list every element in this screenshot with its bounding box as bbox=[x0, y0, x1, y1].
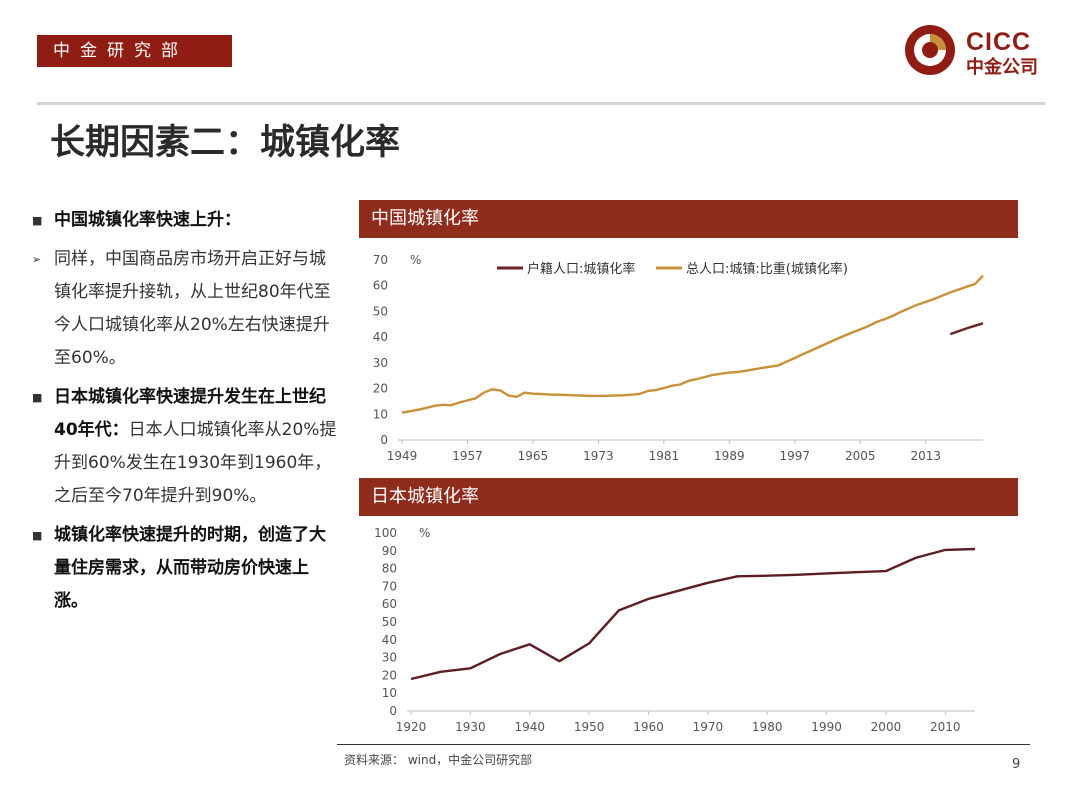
y-tick-label: 50 bbox=[382, 615, 397, 629]
x-tick-label: 1997 bbox=[780, 449, 811, 463]
x-tick-label: 1960 bbox=[633, 720, 664, 734]
japan-chart-header: 日本城镇化率 bbox=[359, 478, 1018, 516]
series-line bbox=[410, 547, 976, 681]
y-tick-label: 100 bbox=[374, 526, 397, 540]
logo-english: CICC bbox=[966, 28, 1032, 56]
cicc-logo: CICC 中金公司 bbox=[904, 24, 1050, 80]
bullet-item: ➢ 同样，中国商品房市场开启正好与城镇化率提升接轨，从上世纪80年代至今人口城镇… bbox=[32, 243, 337, 375]
x-tick-label: 1965 bbox=[518, 449, 549, 463]
logo-chinese: 中金公司 bbox=[966, 57, 1038, 78]
x-tick-label: 1981 bbox=[649, 449, 680, 463]
y-tick-label: 50 bbox=[373, 304, 388, 318]
footer-divider bbox=[337, 744, 1030, 745]
bullet-item: ■ 中国城镇化率快速上升： bbox=[32, 204, 337, 237]
bullet-item: ■ 城镇化率快速提升的时期，创造了大量住房需求，从而带动房价快速上涨。 bbox=[32, 519, 337, 618]
y-axis-unit: % bbox=[419, 526, 430, 540]
x-tick-label: 1930 bbox=[455, 720, 486, 734]
series-line bbox=[401, 274, 984, 414]
y-tick-label: 30 bbox=[382, 651, 397, 665]
x-tick-label: 2010 bbox=[930, 720, 961, 734]
cicc-logo-icon bbox=[905, 25, 955, 75]
y-tick-label: 60 bbox=[373, 279, 388, 293]
bullet-list: ■ 中国城镇化率快速上升： ➢ 同样，中国商品房市场开启正好与城镇化率提升接轨，… bbox=[32, 204, 337, 624]
y-axis-unit: % bbox=[410, 253, 421, 267]
legend-label: 总人口:城镇:比重(城镇化率) bbox=[686, 261, 848, 277]
y-tick-label: 20 bbox=[373, 382, 388, 396]
x-tick-label: 1940 bbox=[514, 720, 545, 734]
x-tick-label: 1980 bbox=[752, 720, 783, 734]
japan-urbanization-chart: 0 10 20 30 40 50 60 70 80 90 100 % 1920 1930 1940 1950 1… bbox=[374, 526, 976, 734]
y-tick-label: 20 bbox=[382, 668, 397, 682]
series-line bbox=[949, 322, 984, 336]
bullet-arrow-icon: ➢ bbox=[32, 253, 42, 266]
x-tick-label: 1973 bbox=[583, 449, 614, 463]
y-tick-label: 70 bbox=[373, 253, 388, 267]
y-tick-label: 90 bbox=[382, 544, 397, 558]
x-tick-label: 2005 bbox=[845, 449, 876, 463]
y-tick-label: 10 bbox=[373, 407, 388, 421]
x-tick-label: 1990 bbox=[811, 720, 842, 734]
bullet-text: 日本人口城镇化率从20%提升到60%发生在1930年到1960年，之后至今70年… bbox=[54, 420, 337, 506]
bullet-item: ■ 日本城镇化率快速提升发生在上世纪40年代：日本人口城镇化率从20%提升到60… bbox=[32, 381, 337, 513]
y-tick-label: 70 bbox=[382, 579, 397, 593]
bullet-square-icon: ■ bbox=[32, 529, 43, 542]
y-tick-label: 10 bbox=[382, 686, 397, 700]
y-tick-label: 0 bbox=[380, 433, 388, 447]
source-note: 资料来源： wind，中金公司研究部 bbox=[344, 753, 533, 767]
y-tick-label: 40 bbox=[373, 330, 388, 344]
department-badge: 中金研究部 bbox=[37, 35, 232, 67]
y-tick-label: 40 bbox=[382, 633, 397, 647]
x-tick-label: 1957 bbox=[452, 449, 483, 463]
y-tick-label: 60 bbox=[382, 597, 397, 611]
y-tick-label: 80 bbox=[382, 562, 397, 576]
bullet-square-icon: ■ bbox=[32, 214, 43, 227]
bullet-square-icon: ■ bbox=[32, 391, 43, 404]
x-tick-label: 1949 bbox=[387, 449, 418, 463]
bullet-text: 同样，中国商品房市场开启正好与城镇化率提升接轨，从上世纪80年代至今人口城镇化率… bbox=[54, 249, 331, 368]
x-tick-label: 1989 bbox=[714, 449, 745, 463]
china-urbanization-chart: 0 10 20 30 40 50 60 70 % 1949 1957 1965 1973 1981 1989… bbox=[373, 253, 984, 463]
x-tick-label: 1920 bbox=[396, 720, 427, 734]
bullet-heading: 中国城镇化率快速上升： bbox=[54, 210, 241, 230]
header-divider bbox=[37, 102, 1045, 105]
bullet-heading: 日本城镇化率快速提升发生在上世纪40年代： bbox=[54, 387, 326, 440]
page-number: 9 bbox=[1012, 757, 1021, 772]
x-tick-label: 1970 bbox=[693, 720, 724, 734]
y-tick-label: 30 bbox=[373, 356, 388, 370]
x-tick-label: 2000 bbox=[871, 720, 902, 734]
x-tick-label: 2013 bbox=[910, 449, 941, 463]
page-title: 长期因素二：城镇化率 bbox=[50, 123, 401, 163]
bullet-heading: 城镇化率快速提升的时期，创造了大量住房需求，从而带动房价快速上涨。 bbox=[54, 525, 326, 611]
x-tick-label: 1950 bbox=[574, 720, 605, 734]
y-tick-label: 0 bbox=[389, 704, 397, 718]
china-chart-header: 中国城镇化率 bbox=[359, 200, 1018, 238]
legend-label: 户籍人口:城镇化率 bbox=[527, 261, 635, 277]
